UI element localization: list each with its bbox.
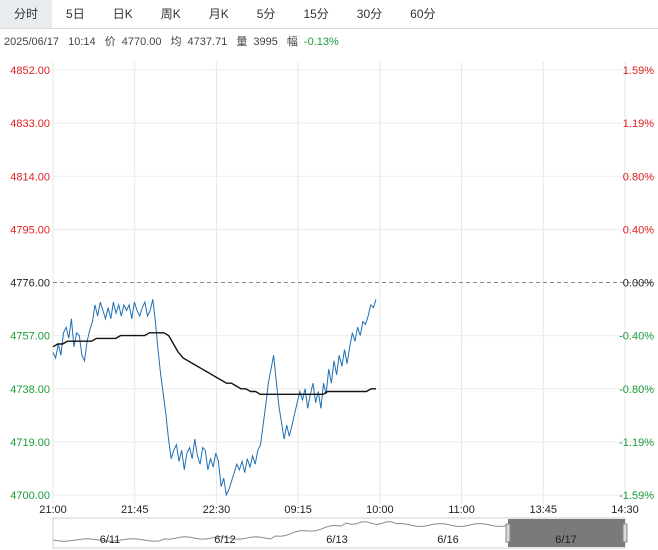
y-tick-label-left: 4757.00 bbox=[10, 331, 50, 343]
quote-volume: 3995 bbox=[253, 36, 278, 48]
tab-15min[interactable]: 15分 bbox=[303, 7, 329, 21]
y-tick-label-right: 0.80% bbox=[623, 171, 654, 183]
x-tick-label: 22:30 bbox=[203, 504, 231, 516]
y-tick-label-left: 4700.00 bbox=[10, 490, 50, 502]
navigator-day-label: 6/12 bbox=[214, 534, 235, 546]
x-tick-label: 21:00 bbox=[39, 504, 67, 516]
navigator-day-label: 6/17 bbox=[555, 534, 576, 546]
navigator-handle-right bbox=[622, 523, 628, 543]
y-tick-label-right: 0.40% bbox=[623, 224, 654, 236]
tab-5day[interactable]: 5日 bbox=[66, 7, 85, 21]
quote-info-bar: 2025/06/17 10:14 价 4770.00 均 4737.71 量 3995… bbox=[4, 33, 345, 49]
y-tick-label-left: 4795.00 bbox=[10, 224, 50, 236]
period-tabs: 分时 5日 日K 周K 月K 5分 15分 30分 60分 bbox=[0, 0, 658, 29]
y-tick-label-right: -0.40% bbox=[619, 331, 654, 343]
y-tick-label-right: -1.59% bbox=[619, 490, 654, 502]
x-tick-label: 11:00 bbox=[448, 504, 475, 516]
navigator-day-label: 6/13 bbox=[326, 534, 347, 546]
y-tick-label-right: 0.00% bbox=[623, 278, 654, 290]
y-tick-label-left: 4833.00 bbox=[10, 118, 50, 130]
quote-date: 2025/06/17 bbox=[4, 36, 60, 48]
tab-5min[interactable]: 5分 bbox=[256, 7, 276, 21]
quote-time: 10:14 bbox=[68, 36, 96, 48]
x-tick-label: 10:00 bbox=[366, 504, 394, 516]
tab-30min[interactable]: 30分 bbox=[356, 7, 383, 21]
y-tick-label-right: 1.19% bbox=[623, 118, 654, 130]
navigator-handle-left bbox=[505, 523, 511, 543]
quote-change: -0.13% bbox=[303, 36, 339, 48]
navigator-history-line bbox=[52, 521, 509, 542]
price-label: 价 bbox=[104, 36, 116, 48]
avg-label: 均 bbox=[170, 36, 182, 48]
x-tick-label: 09:15 bbox=[284, 504, 312, 516]
volume-label: 量 bbox=[236, 36, 248, 48]
y-tick-label-right: -0.80% bbox=[619, 384, 654, 396]
y-tick-label-right: 1.59% bbox=[623, 65, 654, 77]
change-label: 幅 bbox=[286, 36, 298, 48]
navigator-day-label: 6/16 bbox=[437, 534, 458, 546]
price-series-line bbox=[52, 299, 377, 497]
navigator-day-label: 6/11 bbox=[100, 534, 121, 546]
x-tick-label: 14:30 bbox=[611, 504, 639, 516]
y-tick-label-left: 4852.00 bbox=[10, 65, 50, 77]
tab-weekly-k[interactable]: 周K bbox=[160, 7, 181, 21]
y-tick-label-left: 4719.00 bbox=[10, 437, 50, 449]
quote-price: 4770.00 bbox=[121, 36, 162, 48]
average-series-line bbox=[52, 332, 376, 395]
y-tick-label-left: 4814.00 bbox=[10, 171, 50, 183]
quote-avg: 4737.71 bbox=[187, 36, 228, 48]
navigator-selection bbox=[508, 519, 625, 547]
tab-monthly-k[interactable]: 月K bbox=[208, 7, 229, 21]
y-tick-label-right: -1.19% bbox=[619, 437, 654, 449]
y-tick-label-left: 4738.00 bbox=[10, 384, 50, 396]
x-tick-label: 21:45 bbox=[121, 504, 149, 516]
tab-daily-k[interactable]: 日K bbox=[112, 7, 133, 21]
y-tick-label-left: 4776.00 bbox=[10, 278, 50, 290]
tab-fenshi[interactable]: 分时 bbox=[0, 0, 53, 28]
x-tick-label: 13:45 bbox=[530, 504, 558, 516]
tab-60min[interactable]: 60分 bbox=[410, 7, 436, 21]
